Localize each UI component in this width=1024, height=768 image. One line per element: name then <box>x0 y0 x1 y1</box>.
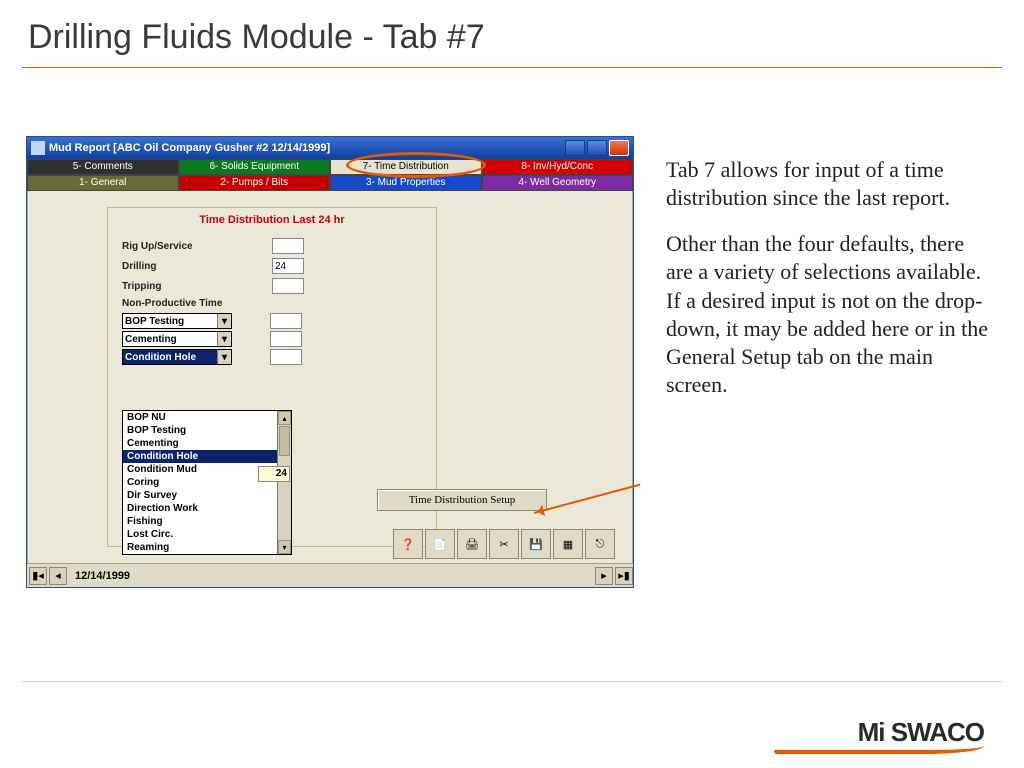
input-rigup[interactable] <box>272 238 304 254</box>
description-p2: Other than the four defaults, there are … <box>666 230 992 399</box>
dropdown-list[interactable]: BOP NU BOP Testing Cementing Condition H… <box>122 410 292 555</box>
window-title: Mud Report [ABC Oil Company Gusher #2 12… <box>49 142 330 154</box>
combo-cementing[interactable]: Cementing ▾ <box>122 331 232 347</box>
combo-row-b: Cementing ▾ <box>122 331 422 347</box>
grid-icon[interactable]: ▦ <box>553 529 583 559</box>
tab-pumps-bits[interactable]: 2- Pumps / Bits <box>179 175 331 191</box>
option-cementing[interactable]: Cementing <box>123 437 291 450</box>
combo-a-label: BOP Testing <box>125 316 184 327</box>
row-drilling: Drilling <box>108 256 436 276</box>
label-rigup: Rig Up/Service <box>122 241 272 252</box>
combo-c-label: Condition Hole <box>125 352 196 363</box>
description-p1: Tab 7 allows for input of a time distrib… <box>666 156 992 212</box>
nav-last-button[interactable]: ▸▮ <box>615 567 633 585</box>
combo-bop-testing[interactable]: BOP Testing ▾ <box>122 313 232 329</box>
save-icon[interactable]: 💾 <box>521 529 551 559</box>
tab-well-geometry[interactable]: 4- Well Geometry <box>482 175 634 191</box>
nav-prev-button[interactable]: ◂ <box>49 567 67 585</box>
input-combo-c[interactable] <box>270 349 302 365</box>
input-tripping[interactable] <box>272 278 304 294</box>
logo-part-a: Mi <box>858 717 885 747</box>
help-icon[interactable]: ❓ <box>393 529 423 559</box>
print-icon[interactable]: 🖨 <box>457 529 487 559</box>
nav-date: 12/14/1999 <box>75 570 130 582</box>
title-divider <box>22 67 1002 68</box>
label-tripping: Tripping <box>122 281 272 292</box>
option-condition-hole[interactable]: Condition Hole <box>123 450 291 463</box>
export-icon[interactable]: ✂ <box>489 529 519 559</box>
description-text: Tab 7 allows for input of a time distrib… <box>666 156 992 417</box>
scroll-down-icon[interactable]: ▾ <box>278 540 291 554</box>
tab-strip: 5- Comments 6- Solids Equipment 7- Time … <box>27 159 633 191</box>
input-combo-a[interactable] <box>270 313 302 329</box>
scroll-up-icon[interactable]: ▴ <box>278 411 291 425</box>
chevron-down-icon: ▾ <box>217 332 231 346</box>
combo-row-c: Condition Hole ▾ <box>122 349 422 365</box>
nav-first-button[interactable]: ▮◂ <box>29 567 47 585</box>
label-npt: Non-Productive Time <box>122 298 272 309</box>
option-bop-testing[interactable]: BOP Testing <box>123 424 291 437</box>
row-rigup: Rig Up/Service <box>108 236 436 256</box>
tab-solids-equipment[interactable]: 6- Solids Equipment <box>179 159 331 175</box>
combo-b-label: Cementing <box>125 334 177 345</box>
report-icon[interactable]: 📄 <box>425 529 455 559</box>
window-titlebar: Mud Report [ABC Oil Company Gusher #2 12… <box>27 137 633 159</box>
tab-comments[interactable]: 5- Comments <box>27 159 179 175</box>
tab-time-distribution[interactable]: 7- Time Distribution <box>330 159 482 175</box>
panel-title: Time Distribution Last 24 hr <box>108 208 436 236</box>
row-npt: Non-Productive Time <box>108 296 436 311</box>
toolbar: ❓ 📄 🖨 ✂ 💾 ▦ ⎋ <box>393 529 615 559</box>
scroll-thumb[interactable] <box>279 426 290 456</box>
row-tripping: Tripping <box>108 276 436 296</box>
nav-next-button[interactable]: ▸ <box>595 567 613 585</box>
option-dir-survey[interactable]: Dir Survey <box>123 489 291 502</box>
maximize-button[interactable] <box>587 140 607 156</box>
dropdown-scrollbar[interactable]: ▴ ▾ <box>277 411 291 554</box>
tab-general[interactable]: 1- General <box>27 175 179 191</box>
option-fishing[interactable]: Fishing <box>123 515 291 528</box>
minimize-button[interactable] <box>565 140 585 156</box>
slide-title: Drilling Fluids Module - Tab #7 <box>0 0 1024 67</box>
logo-part-b: SWACO <box>891 717 984 747</box>
total-value: 24 <box>258 466 290 482</box>
mud-report-window: Mud Report [ABC Oil Company Gusher #2 12… <box>26 136 634 588</box>
input-drilling[interactable] <box>272 258 304 274</box>
record-navigator: ▮◂ ◂ 12/14/1999 ▸ ▸▮ <box>27 563 633 587</box>
combo-condition-hole[interactable]: Condition Hole ▾ <box>122 349 232 365</box>
time-distribution-setup-button[interactable]: Time Distribution Setup <box>377 489 547 511</box>
app-icon <box>31 141 45 155</box>
option-bop-nu[interactable]: BOP NU <box>123 411 291 424</box>
option-direction-work[interactable]: Direction Work <box>123 502 291 515</box>
input-combo-b[interactable] <box>270 331 302 347</box>
chevron-down-icon: ▾ <box>217 350 231 364</box>
exit-icon[interactable]: ⎋ <box>585 529 615 559</box>
miswaco-logo: Mi SWACO <box>858 717 984 748</box>
option-reaming[interactable]: Reaming <box>123 541 291 554</box>
option-lost-circ[interactable]: Lost Circ. <box>123 528 291 541</box>
tab-mud-properties[interactable]: 3- Mud Properties <box>330 175 482 191</box>
label-drilling: Drilling <box>122 261 272 272</box>
combo-row-a: BOP Testing ▾ <box>122 313 422 329</box>
tab-inv-hyd-conc[interactable]: 8- Inv/Hyd/Conc <box>482 159 634 175</box>
chevron-down-icon: ▾ <box>217 314 231 328</box>
close-button[interactable] <box>609 140 629 156</box>
footer-divider <box>22 681 1002 682</box>
